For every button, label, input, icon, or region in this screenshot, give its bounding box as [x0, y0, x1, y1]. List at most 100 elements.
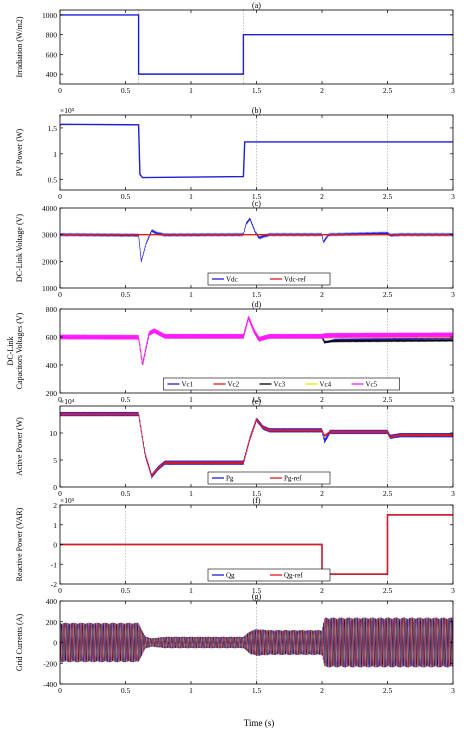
- y-tick-label: 2000: [42, 257, 57, 266]
- series-line-Qg-ref: [60, 514, 453, 575]
- x-tick-label: 1: [189, 290, 193, 299]
- y-tick-label: 1: [53, 150, 57, 159]
- x-tick-label: 0: [58, 192, 62, 201]
- y-axis-label: DC-Link Voltage (V): [15, 214, 24, 282]
- series-line-phase-b: [60, 617, 453, 668]
- y-tick-label: 200: [46, 618, 58, 627]
- y-axis-label: PV Power (W): [15, 128, 24, 176]
- x-tick-label: 2: [320, 86, 324, 95]
- series-group: [60, 316, 453, 366]
- x-tick-label: 2: [320, 489, 324, 498]
- legend-label: Vc2: [228, 381, 240, 389]
- x-tick-label: 0.5: [121, 586, 131, 595]
- legend-label: Vc1: [182, 381, 194, 389]
- y-axis-label: Grid Currents (A): [15, 614, 24, 672]
- x-tick-label: 1: [189, 686, 193, 695]
- y-axis-label: Reactive Power (VAR): [15, 507, 24, 581]
- y-tick-label: 600: [46, 50, 58, 59]
- x-tick-label: 2: [320, 586, 324, 595]
- y-tick-label: 1000: [42, 284, 57, 293]
- series-line-Pg: [60, 411, 453, 479]
- x-tick-label: 0.5: [121, 395, 131, 404]
- legend-label: Qg: [226, 572, 235, 580]
- y-tick-label: 1: [53, 521, 57, 530]
- legend-box: [207, 272, 331, 286]
- panel-5: (f) -2 -1 0 1 2 0 0.5 1 1.5 2 2.5 3 ×10⁵ Reactive Powe…: [15, 496, 455, 595]
- y-axis-label: Capacitors Voltages (V): [15, 312, 24, 389]
- x-tick-label: 0.5: [121, 86, 131, 95]
- x-tick-label: 1: [189, 489, 193, 498]
- y-tick-label: 1.5: [48, 124, 58, 133]
- x-tick-label: 2: [320, 192, 324, 201]
- legend-label: Vc5: [366, 381, 378, 389]
- x-tick-label: 2.5: [383, 192, 393, 201]
- x-tick-label: 2.5: [383, 586, 393, 595]
- panel-label: (b): [252, 106, 262, 115]
- series-group: [60, 617, 453, 668]
- series-line-Vc2: [60, 317, 453, 366]
- x-tick-label: 2.5: [383, 290, 393, 299]
- panel-0: (a) 400 600 800 1000 0 0.5 1 1.5 2 2.5 3 Irradiation…: [15, 1, 455, 95]
- y-tick-label: 800: [46, 305, 58, 314]
- series-line-Pg-ref: [60, 412, 453, 478]
- legend: Qg Qg-ref: [207, 568, 331, 582]
- x-tick-label: 0: [58, 686, 62, 695]
- y-tick-label: -400: [43, 680, 57, 689]
- y-tick-label: 600: [46, 333, 58, 342]
- x-tick-label: 2: [320, 290, 324, 299]
- y-tick-label: 800: [46, 31, 58, 40]
- x-tick-label: 2.5: [383, 86, 393, 95]
- series-group: [60, 217, 453, 263]
- legend-label: Vdc: [226, 276, 238, 284]
- x-tick-label: 0.5: [121, 290, 131, 299]
- legend-label: Vdc-ref: [284, 276, 306, 284]
- series-line-phase-a: [60, 617, 453, 668]
- series-line-Vc5: [60, 316, 453, 365]
- exponent-label: ×10⁵: [60, 106, 75, 115]
- x-tick-label: 1.5: [252, 395, 262, 404]
- x-tick-label: 0: [58, 489, 62, 498]
- x-axis-label: Time (s): [244, 718, 274, 728]
- legend: Pg Pg-ref: [207, 471, 331, 485]
- series-group: [60, 14, 453, 75]
- x-tick-label: 1.5: [252, 489, 262, 498]
- exponent-label: ×10⁵: [60, 496, 75, 505]
- x-tick-label: 1.5: [252, 86, 262, 95]
- panel-label: (a): [252, 1, 261, 10]
- y-tick-label: 10: [50, 429, 58, 438]
- x-tick-label: 0.5: [121, 489, 131, 498]
- y-tick-label: 0: [53, 483, 57, 492]
- panel-label: (e): [252, 397, 261, 406]
- y-tick-label: -2: [51, 580, 57, 589]
- x-tick-label: 3: [451, 86, 455, 95]
- y-tick-label: -1: [51, 560, 57, 569]
- panel-label: (g): [252, 592, 262, 601]
- y-tick-label: 0: [53, 639, 57, 648]
- x-tick-label: 3: [451, 586, 455, 595]
- x-tick-label: 2.5: [383, 395, 393, 404]
- legend-box: [207, 471, 331, 485]
- x-tick-label: 1: [189, 192, 193, 201]
- x-tick-label: 0: [58, 86, 62, 95]
- panel-label: (d): [252, 300, 262, 309]
- x-tick-label: 1.5: [252, 586, 262, 595]
- x-tick-label: 2: [320, 395, 324, 404]
- legend-label: Vc3: [274, 381, 286, 389]
- x-tick-label: 2.5: [383, 489, 393, 498]
- x-tick-label: 2.5: [383, 686, 393, 695]
- series-line-main: [60, 14, 453, 75]
- legend-box: [207, 568, 331, 582]
- x-tick-label: 0: [58, 290, 62, 299]
- x-tick-label: 0: [58, 586, 62, 595]
- y-tick-label: 400: [46, 597, 58, 606]
- panel-6: (g) -400 -200 0 200 400 0 0.5 1 1.5 2 2.5 3 Grid Curr…: [15, 592, 455, 695]
- series-line-Vc4: [60, 318, 453, 366]
- y-tick-label: 5: [53, 456, 57, 465]
- x-tick-label: 1.5: [252, 192, 262, 201]
- panel-label: (c): [252, 199, 261, 208]
- legend-label: Vc4: [320, 381, 332, 389]
- x-tick-label: 1.5: [252, 290, 262, 299]
